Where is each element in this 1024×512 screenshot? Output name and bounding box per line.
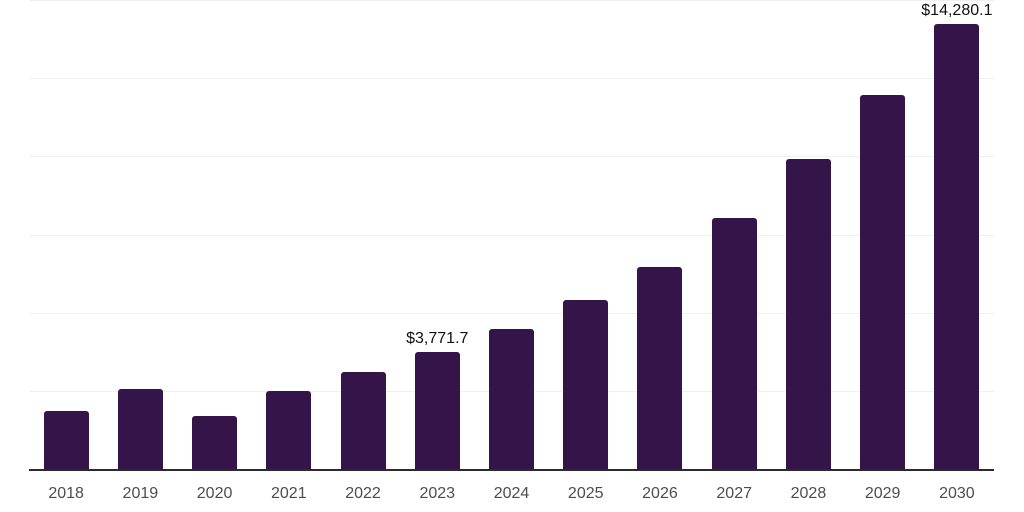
bar-2026 [637,267,683,470]
bar-2028 [785,158,831,470]
bar-value-label-2023: $3,771.7 [406,330,469,348]
x-tick-label-2022: 2022 [345,485,381,502]
x-tick-label-2019: 2019 [122,485,159,502]
x-tick-label-2026: 2026 [642,485,678,502]
bar-2021 [266,390,312,470]
bar-2025 [563,299,609,470]
x-tick-label-2030: 2030 [939,485,975,502]
bar-2024 [489,329,534,470]
x-tick-label-2023: 2023 [419,485,456,502]
gridline [29,0,994,1]
gridline [29,234,994,236]
bar-2020 [192,415,238,470]
x-tick-label-2024: 2024 [493,485,530,502]
x-tick-label-2029: 2029 [864,485,901,502]
x-tick-label-2020: 2020 [196,485,233,502]
bar-2030 [934,23,980,470]
bar-2023 [414,352,460,470]
x-tick-label-2018: 2018 [48,485,84,502]
bar-2018 [43,410,89,470]
bar-2022 [340,372,386,470]
bar-value-label-2030: $14,280.1 [921,1,993,19]
gridline [29,312,994,314]
bar-2029 [860,94,906,470]
x-tick-label-2025: 2025 [567,485,604,502]
bar-2019 [117,389,163,470]
x-axis-line [29,469,994,471]
x-tick-label-2027: 2027 [716,485,752,502]
x-axis-tick-labels: 2018 2019 2020 2021 2022 2023 2024 2025 2026 2027… [29,470,994,512]
x-tick-label-2028: 2028 [790,485,827,502]
x-tick-label-2021: 2021 [271,485,307,502]
gridline [29,156,994,158]
bar-2027 [711,218,757,470]
gridline [29,78,994,80]
plot-area: $3,771.7 $14,280.1 [29,0,994,471]
